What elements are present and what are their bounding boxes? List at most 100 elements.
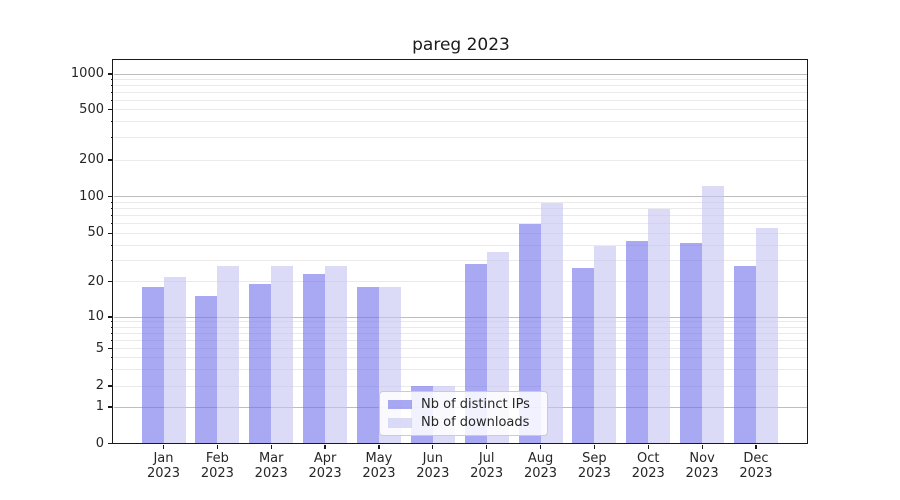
- y-minor-tick-mark: [110, 321, 113, 323]
- x-tick-label: Dec 2023: [739, 451, 773, 481]
- y-tick-mark: [108, 385, 113, 387]
- x-tick-mark: [486, 444, 488, 449]
- y-tick-label: 5: [95, 340, 104, 356]
- y-minor-tick-mark: [110, 259, 113, 261]
- x-tick-mark: [162, 444, 165, 449]
- y-minor-tick-mark: [110, 357, 113, 359]
- minor-gridline: [113, 137, 808, 139]
- x-tick-label: Jun 2023: [416, 451, 450, 481]
- bar-dec-distinct-ips: [733, 265, 756, 444]
- x-tick-mark: [647, 444, 649, 449]
- minor-gridline: [113, 259, 808, 261]
- x-tick-label: Mar 2023: [254, 451, 288, 481]
- y-tick-mark: [108, 281, 113, 283]
- y-tick-mark: [108, 73, 113, 75]
- x-tick-mark: [755, 444, 757, 449]
- x-tick-mark: [539, 444, 542, 449]
- y-minor-tick-mark: [110, 368, 113, 370]
- bar-dec-downloads: [755, 228, 778, 444]
- bar-sep-distinct-ips: [572, 267, 595, 444]
- y-tick-label: 1000: [70, 66, 104, 81]
- bar-oct-distinct-ips: [626, 241, 649, 444]
- bar-apr-distinct-ips: [303, 274, 326, 444]
- minor-gridline: [113, 121, 808, 123]
- bar-feb-distinct-ips: [195, 296, 218, 444]
- y-tick-mark: [108, 108, 113, 111]
- bar-mar-downloads: [271, 265, 294, 444]
- bar-feb-downloads: [217, 265, 240, 444]
- x-tick-label: May 2023: [362, 451, 396, 481]
- y-tick-label: 200: [79, 152, 104, 167]
- bar-mar-distinct-ips: [249, 284, 272, 444]
- y-minor-tick-mark: [110, 121, 113, 123]
- y-minor-tick-mark: [110, 332, 113, 334]
- minor-gridline: [113, 357, 808, 359]
- y-minor-tick-mark: [110, 339, 113, 341]
- bar-jan-downloads: [163, 276, 186, 444]
- y-tick-mark: [108, 442, 113, 445]
- minor-gridline: [113, 84, 808, 86]
- legend-swatch-downloads: [388, 418, 412, 428]
- x-tick-label: Oct 2023: [631, 451, 665, 481]
- legend-swatch-distinct-ips: [388, 399, 412, 409]
- bar-nov-downloads: [702, 186, 725, 444]
- y-tick-mark: [108, 159, 113, 161]
- legend-label-distinct-ips: Nb of distinct IPs: [421, 396, 530, 412]
- minor-gridline: [113, 232, 808, 234]
- minor-gridline: [113, 332, 808, 334]
- x-tick-mark: [432, 444, 434, 449]
- minor-gridline: [113, 214, 808, 216]
- x-tick-label: Aug 2023: [523, 451, 558, 481]
- bar-aug-distinct-ips: [518, 223, 541, 444]
- minor-gridline: [113, 78, 808, 80]
- minor-gridline: [113, 159, 808, 161]
- y-tick-label: 100: [79, 188, 104, 204]
- y-minor-tick-mark: [110, 99, 113, 101]
- minor-gridline: [113, 385, 808, 387]
- x-tick-label: Feb 2023: [200, 451, 234, 481]
- y-tick-mark: [108, 232, 113, 234]
- y-tick-mark: [108, 347, 113, 350]
- minor-gridline: [113, 201, 808, 203]
- y-tick-mark: [108, 195, 113, 198]
- y-minor-tick-mark: [110, 326, 113, 328]
- minor-gridline: [113, 321, 808, 323]
- y-tick-label: 50: [87, 225, 104, 241]
- legend: Nb of distinct IPs Nb of downloads: [379, 391, 548, 436]
- x-tick-mark: [270, 444, 272, 449]
- minor-gridline: [113, 244, 808, 246]
- x-tick-mark: [701, 444, 703, 449]
- minor-gridline: [113, 99, 808, 101]
- bar-apr-downloads: [325, 265, 348, 444]
- y-tick-label: 500: [79, 101, 104, 117]
- y-tick-mark: [108, 406, 113, 408]
- legend-label-downloads: Nb of downloads: [421, 415, 530, 431]
- x-tick-label: Apr 2023: [308, 451, 342, 481]
- y-minor-tick-mark: [110, 201, 113, 203]
- bar-oct-downloads: [648, 209, 671, 444]
- minor-gridline: [113, 223, 808, 225]
- x-tick-mark: [593, 444, 595, 449]
- major-gridline: [113, 316, 808, 318]
- x-tick-mark: [324, 444, 326, 449]
- bar-aug-downloads: [540, 203, 563, 444]
- minor-gridline: [113, 368, 808, 370]
- minor-gridline: [113, 339, 808, 341]
- major-gridline: [113, 73, 808, 75]
- bar-jan-distinct-ips: [141, 287, 164, 444]
- minor-gridline: [113, 109, 808, 110]
- legend-item-downloads: Nb of downloads: [388, 415, 539, 430]
- y-tick-mark: [108, 316, 113, 318]
- y-minor-tick-mark: [110, 84, 113, 86]
- chart-title: pareg 2023: [412, 35, 510, 55]
- minor-gridline: [113, 348, 808, 349]
- y-minor-tick-mark: [110, 207, 113, 209]
- minor-gridline: [113, 326, 808, 328]
- y-minor-tick-mark: [110, 244, 113, 246]
- minor-gridline: [113, 91, 808, 93]
- major-gridline: [113, 196, 808, 197]
- y-minor-tick-mark: [110, 214, 113, 216]
- y-tick-label: 20: [87, 273, 104, 289]
- y-tick-label: 1: [95, 399, 104, 414]
